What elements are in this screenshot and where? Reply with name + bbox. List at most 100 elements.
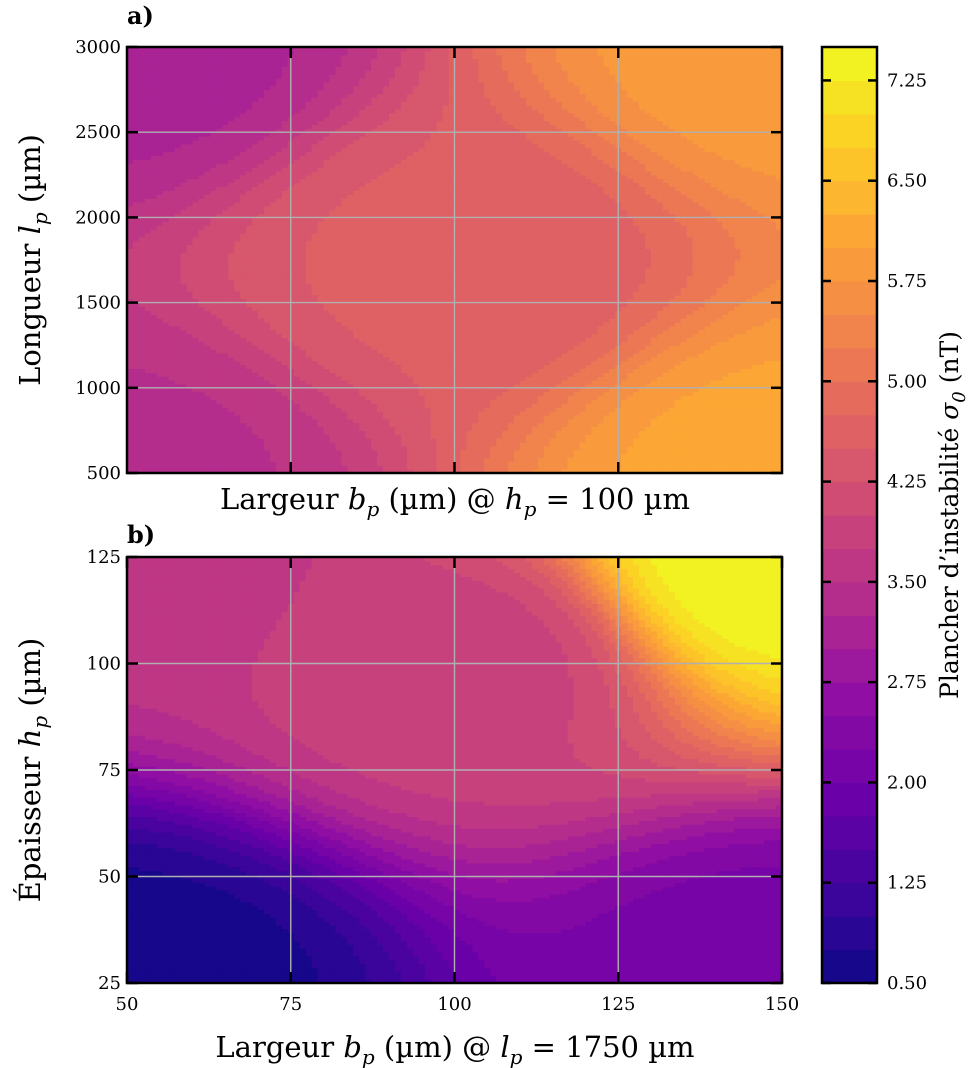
contour-cell (132, 271, 140, 277)
contour-cell (377, 364, 384, 370)
contour-cell (341, 418, 348, 424)
contour-cell (150, 139, 158, 145)
contour-cell (246, 198, 253, 203)
contour-cell (347, 240, 354, 246)
contour-cell (353, 329, 360, 335)
contour-cell (228, 352, 235, 358)
contour-cell (341, 62, 348, 67)
contour-cell (150, 294, 158, 300)
contour-cell (234, 453, 241, 459)
contour-cell (371, 356, 378, 362)
contour-cell (138, 74, 146, 79)
contour-cell (174, 132, 182, 137)
contour-cell (371, 430, 378, 435)
contour-cell (341, 407, 348, 412)
contour-cell (162, 47, 170, 52)
contour-cell (198, 47, 205, 52)
contour-cell (258, 263, 265, 269)
contour-cell (156, 407, 164, 412)
contour-cell (377, 108, 384, 114)
contour-cell (293, 54, 301, 60)
contour-cell (198, 178, 205, 184)
contour-cell (228, 457, 235, 462)
contour-cell (198, 213, 205, 218)
contour-cell (198, 345, 205, 350)
contour-cell (186, 442, 194, 447)
contour-cell (204, 445, 211, 451)
contour-cell (132, 201, 140, 207)
contour-cell (180, 314, 188, 319)
contour-cell (263, 221, 271, 226)
contour-cell (168, 54, 176, 60)
contour-cell (174, 217, 182, 222)
contour-cell (127, 453, 134, 459)
contour-cell (359, 306, 366, 311)
contour-cell (174, 252, 182, 257)
contour-cell (359, 368, 366, 373)
contour-cell (359, 170, 366, 176)
contour-cell (299, 449, 307, 455)
contour-cell (317, 174, 325, 180)
contour-cell (156, 209, 164, 215)
contour-cell (323, 434, 331, 439)
contour-cell (317, 132, 325, 137)
contour-cell (335, 217, 342, 222)
contour-cell (258, 132, 265, 137)
contour-cell (275, 170, 283, 176)
contour-cell (210, 163, 217, 168)
contour-cell (246, 108, 253, 114)
contour-cell (127, 290, 134, 296)
contour-cell (216, 298, 223, 304)
contour-cell (341, 263, 348, 269)
contour-cell (246, 453, 253, 459)
contour-cell (347, 341, 354, 346)
contour-cell (371, 352, 378, 358)
contour-cell (144, 116, 152, 122)
contour-cell (359, 329, 366, 335)
contour-cell (347, 248, 354, 253)
contour-cell (174, 333, 182, 339)
contour-cell (174, 294, 182, 300)
contour-cell (246, 271, 253, 277)
contour-cell (389, 66, 396, 71)
contour-cell (293, 325, 301, 331)
contour-cell (204, 290, 211, 296)
contour-cell (210, 116, 217, 122)
contour-cell (335, 62, 342, 67)
contour-cell (317, 163, 325, 168)
contour-cell (323, 112, 331, 118)
contour-cell (353, 414, 360, 420)
contour-cell (174, 74, 182, 79)
contour-cell (132, 298, 140, 304)
contour-cell (263, 194, 271, 199)
contour-cell (240, 236, 247, 242)
contour-cell (228, 364, 235, 370)
contour-cell (258, 105, 265, 110)
contour-cell (365, 442, 372, 447)
contour-cell (383, 457, 390, 462)
contour-cell (162, 221, 170, 226)
contour-cell (162, 453, 170, 459)
contour-cell (335, 70, 342, 75)
contour-cell (210, 383, 217, 389)
contour-cell (383, 356, 390, 362)
contour-cell (228, 403, 235, 408)
contour-cell (353, 360, 360, 366)
contour-cell (192, 58, 200, 64)
contour-cell (240, 139, 247, 145)
contour-cell (293, 128, 301, 133)
contour-cell (389, 442, 396, 447)
contour-cell (359, 256, 366, 261)
contour-cell (371, 418, 378, 424)
contour-cell (263, 66, 271, 71)
contour-cell (156, 321, 164, 327)
contour-cell (263, 47, 271, 52)
contour-cell (162, 116, 170, 122)
contour-cell (383, 395, 390, 401)
contour-cell (353, 209, 360, 215)
contour-cell (150, 62, 158, 67)
contour-cell (138, 434, 146, 439)
contour-cell (228, 105, 235, 110)
contour-cell (341, 449, 348, 455)
contour-cell (377, 124, 384, 129)
